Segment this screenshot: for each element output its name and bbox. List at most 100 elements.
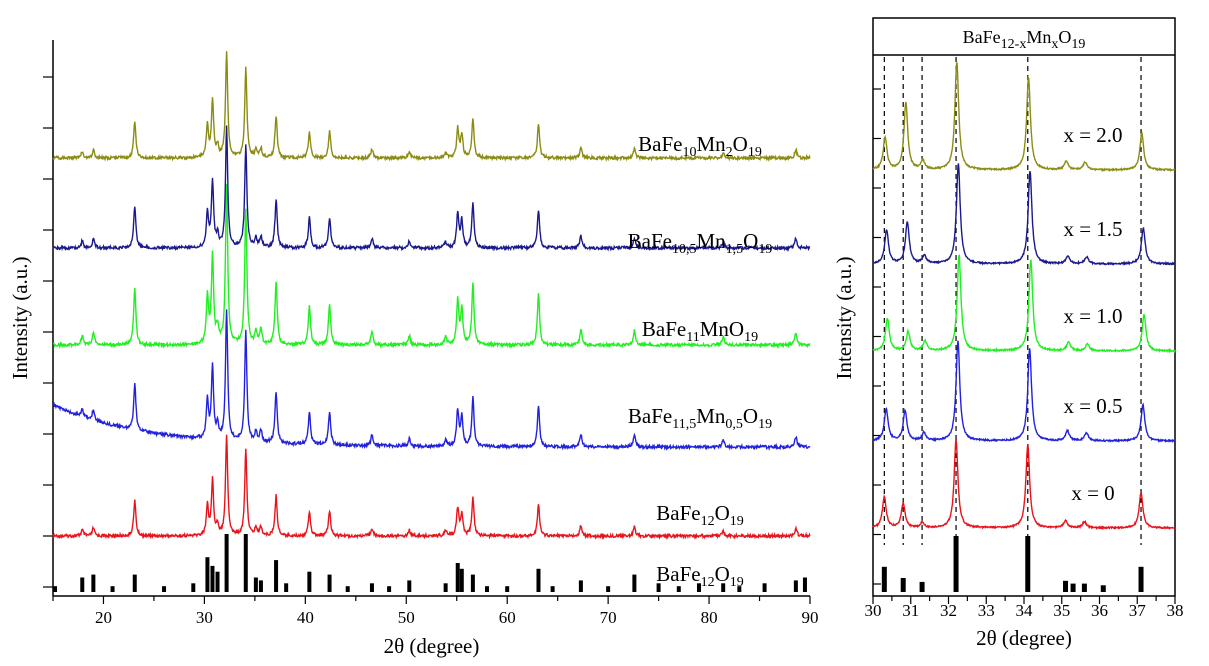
right-x-tick-label: 33 xyxy=(978,601,995,620)
left-reference-stick xyxy=(243,534,248,592)
left-x-tick-label: 40 xyxy=(297,608,314,627)
right-reference-stick xyxy=(1063,580,1069,592)
right-x-tick-label: 35 xyxy=(1053,601,1070,620)
right-reference-stick xyxy=(1070,583,1076,592)
left-reference-stick xyxy=(162,586,167,592)
left-reference-stick xyxy=(550,586,555,592)
right-reference-stick xyxy=(1025,536,1031,592)
left-series-label: BaFe12O19 xyxy=(656,501,744,529)
left-panel: 20 30 40 50 60 70 80 90 2θ (degree) Intensity (a.… xyxy=(8,40,819,658)
left-series-label: BaFe11MnO19 xyxy=(642,317,758,345)
left-series-label-s3: 19 xyxy=(758,417,772,432)
left-reference-stick xyxy=(578,580,583,592)
left-x-tick-label: 50 xyxy=(398,608,415,627)
right-panel-title-s2: x xyxy=(1051,37,1058,52)
left-reference-stick xyxy=(632,574,637,592)
left-reference-stick xyxy=(802,577,807,592)
left-x-tick-label: 70 xyxy=(600,608,617,627)
left-reference-stick xyxy=(606,586,611,592)
left-series-label-s2: 19 xyxy=(744,330,758,345)
left-reference-stick xyxy=(536,568,541,592)
right-reference-stick xyxy=(900,578,906,592)
left-series-label: BaFe10,5Mn1,5O19 xyxy=(628,229,773,257)
left-series-label-s1: 10,5 xyxy=(672,242,697,257)
left-reference-stick xyxy=(737,586,742,592)
right-reference-stick xyxy=(1100,585,1106,592)
left-reference-stick xyxy=(110,586,115,592)
right-reference-stick xyxy=(881,566,887,592)
left-series-label-mid2: O xyxy=(743,404,758,428)
right-reference-stick xyxy=(1138,566,1144,592)
left-series-label-s2: 19 xyxy=(730,514,744,529)
left-reference-stick xyxy=(485,586,490,592)
left-x-tick-label: 20 xyxy=(95,608,112,627)
left-reference-stick xyxy=(459,568,464,592)
left-series-label-mid2: O xyxy=(743,229,758,253)
left-series-label-mid2: O xyxy=(733,132,748,156)
left-reference-stick xyxy=(327,574,332,592)
left-series-label-mid: Mn xyxy=(696,229,726,253)
left-x-tick-label: 60 xyxy=(499,608,516,627)
left-reference-label-mid: O xyxy=(715,562,730,586)
right-panel-title-s3: 19 xyxy=(1071,37,1085,52)
right-x-tick-label: 31 xyxy=(902,601,919,620)
left-reference-stick xyxy=(793,580,798,592)
right-x-tick-label: 38 xyxy=(1167,601,1184,620)
left-series-label-base: BaFe xyxy=(628,229,672,253)
left-series-label-s1: 10 xyxy=(682,145,696,160)
left-series-label-mid: Mn xyxy=(696,132,726,156)
left-reference-stick xyxy=(387,586,392,592)
right-x-tick-label: 37 xyxy=(1129,601,1147,620)
right-series-label: x = 1.5 xyxy=(1063,217,1122,241)
left-reference-stick xyxy=(284,583,289,592)
left-series-line xyxy=(53,184,811,350)
left-series-line xyxy=(52,125,811,253)
left-series-label-s1: 11 xyxy=(686,330,699,345)
left-reference-stick xyxy=(455,563,460,592)
left-y-axis-title: Intensity (a.u.) xyxy=(8,256,32,379)
left-reference-stick xyxy=(132,574,137,592)
left-reference-stick xyxy=(345,586,350,592)
right-series-label: x = 2.0 xyxy=(1063,123,1122,147)
left-reference-stick xyxy=(443,583,448,592)
right-y-axis-title: Intensity (a.u.) xyxy=(832,256,856,379)
right-x-tick-label: 30 xyxy=(865,601,882,620)
right-panel-title-mid: Mn xyxy=(1026,27,1051,47)
left-series-label-s2: 1,5 xyxy=(726,242,744,257)
left-reference-stick xyxy=(696,583,701,592)
left-reference-stick xyxy=(53,586,58,592)
left-reference-stick xyxy=(656,583,661,592)
left-reference-stick xyxy=(470,574,475,592)
right-series-label: x = 1.0 xyxy=(1063,304,1122,328)
right-series-label: x = 0 xyxy=(1071,481,1114,505)
left-series-label-s1: 11,5 xyxy=(672,417,696,432)
left-reference-stick xyxy=(307,571,312,592)
left-reference-stick xyxy=(407,580,412,592)
left-reference-stick xyxy=(80,577,85,592)
left-series-label-mid: MnO xyxy=(700,317,744,341)
left-reference-stick xyxy=(676,586,681,592)
right-panel: BaFe12-xMnxO19 30 31 32 33 34 35 36 37 38 2θ (degr… xyxy=(832,17,1184,650)
left-series-label-mid: O xyxy=(715,501,730,525)
right-panel-title: BaFe12-xMnxO19 xyxy=(963,27,1086,52)
left-series-label-base: BaFe xyxy=(638,132,682,156)
left-reference-label-s1: 12 xyxy=(701,575,715,590)
left-reference-stick xyxy=(215,571,220,592)
right-x-tick-label: 32 xyxy=(940,601,957,620)
left-reference-stick xyxy=(205,557,210,592)
left-reference-stick xyxy=(274,560,279,592)
right-series-line xyxy=(872,439,1176,531)
left-reference-stick xyxy=(258,580,263,592)
left-reference-label: BaFe12O19 xyxy=(656,562,744,590)
right-reference-stick xyxy=(1081,583,1087,592)
left-series-label-base: BaFe xyxy=(642,317,686,341)
right-panel-title-mid2: O xyxy=(1058,27,1071,47)
left-x-tick-label: 80 xyxy=(701,608,718,627)
right-series-label: x = 0.5 xyxy=(1063,394,1122,418)
right-panel-title-base: BaFe xyxy=(963,27,1001,47)
left-reference-stick xyxy=(210,565,215,592)
left-reference-stick xyxy=(505,586,510,592)
left-series-label-s2: 0,5 xyxy=(725,417,743,432)
left-reference-stick xyxy=(721,583,726,592)
